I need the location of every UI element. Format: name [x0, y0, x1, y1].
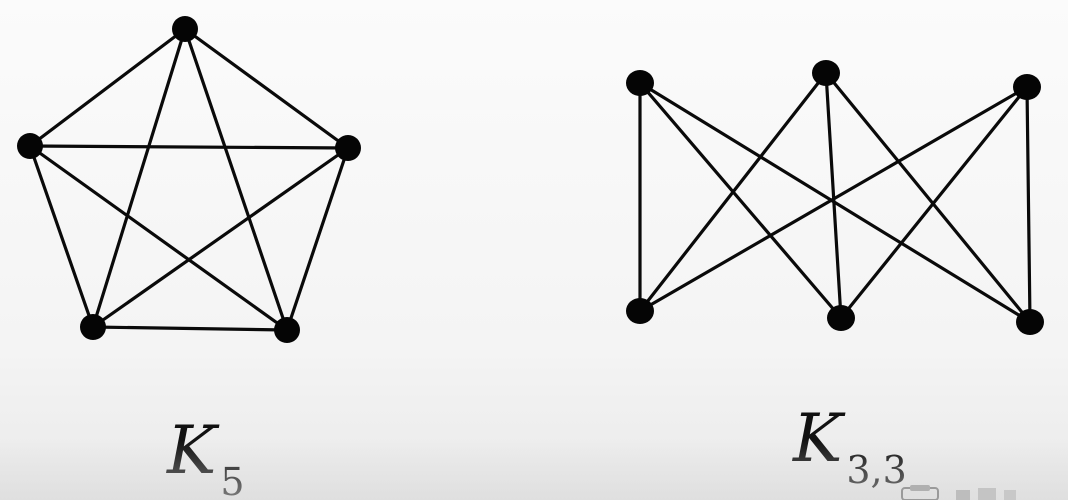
k33-vertex-2 [1013, 74, 1041, 100]
k5-edge-3-4 [91, 325, 289, 332]
k33-edge-1-3 [638, 71, 828, 313]
k5-edge-0-1 [28, 27, 187, 148]
k33-vertex-4 [827, 305, 855, 331]
k5-graph [17, 16, 361, 343]
k5-vertex-0 [172, 16, 198, 42]
k5-label-main: K [167, 412, 217, 489]
k5-edge-1-3 [28, 144, 95, 329]
k33-edge-2-3 [638, 85, 1029, 313]
k5-vertex-2 [335, 135, 361, 161]
k33-graph [626, 60, 1044, 335]
k33-edge-1-5 [824, 71, 1032, 324]
k5-vertex-3 [80, 314, 106, 340]
k5-edge-0-3 [91, 27, 187, 329]
k33-vertex-1 [812, 60, 840, 86]
k33-edge-0-4 [638, 81, 843, 320]
k33-vertex-5 [1016, 309, 1044, 335]
k5-edge-2-3 [91, 146, 350, 329]
k5-edge-0-4 [183, 27, 289, 332]
k5-edge-0-2 [183, 27, 350, 150]
k33-edge-1-4 [824, 71, 843, 320]
k33-edge-2-4 [839, 85, 1029, 320]
watermark-logo [898, 484, 1068, 500]
k33-label-main: K [793, 400, 843, 477]
k33-vertex-0 [626, 70, 654, 96]
k5-edge-2-4 [285, 146, 350, 332]
k5-vertex-4 [274, 317, 300, 343]
k33-edge-2-5 [1025, 85, 1032, 324]
k33-label: K 3,3 [793, 406, 907, 490]
k5-edge-1-2 [28, 144, 350, 150]
k5-label-subscript: 5 [220, 460, 245, 504]
k5-vertex-1 [17, 133, 43, 159]
k5-edge-1-4 [28, 144, 289, 332]
k33-vertex-3 [626, 298, 654, 324]
